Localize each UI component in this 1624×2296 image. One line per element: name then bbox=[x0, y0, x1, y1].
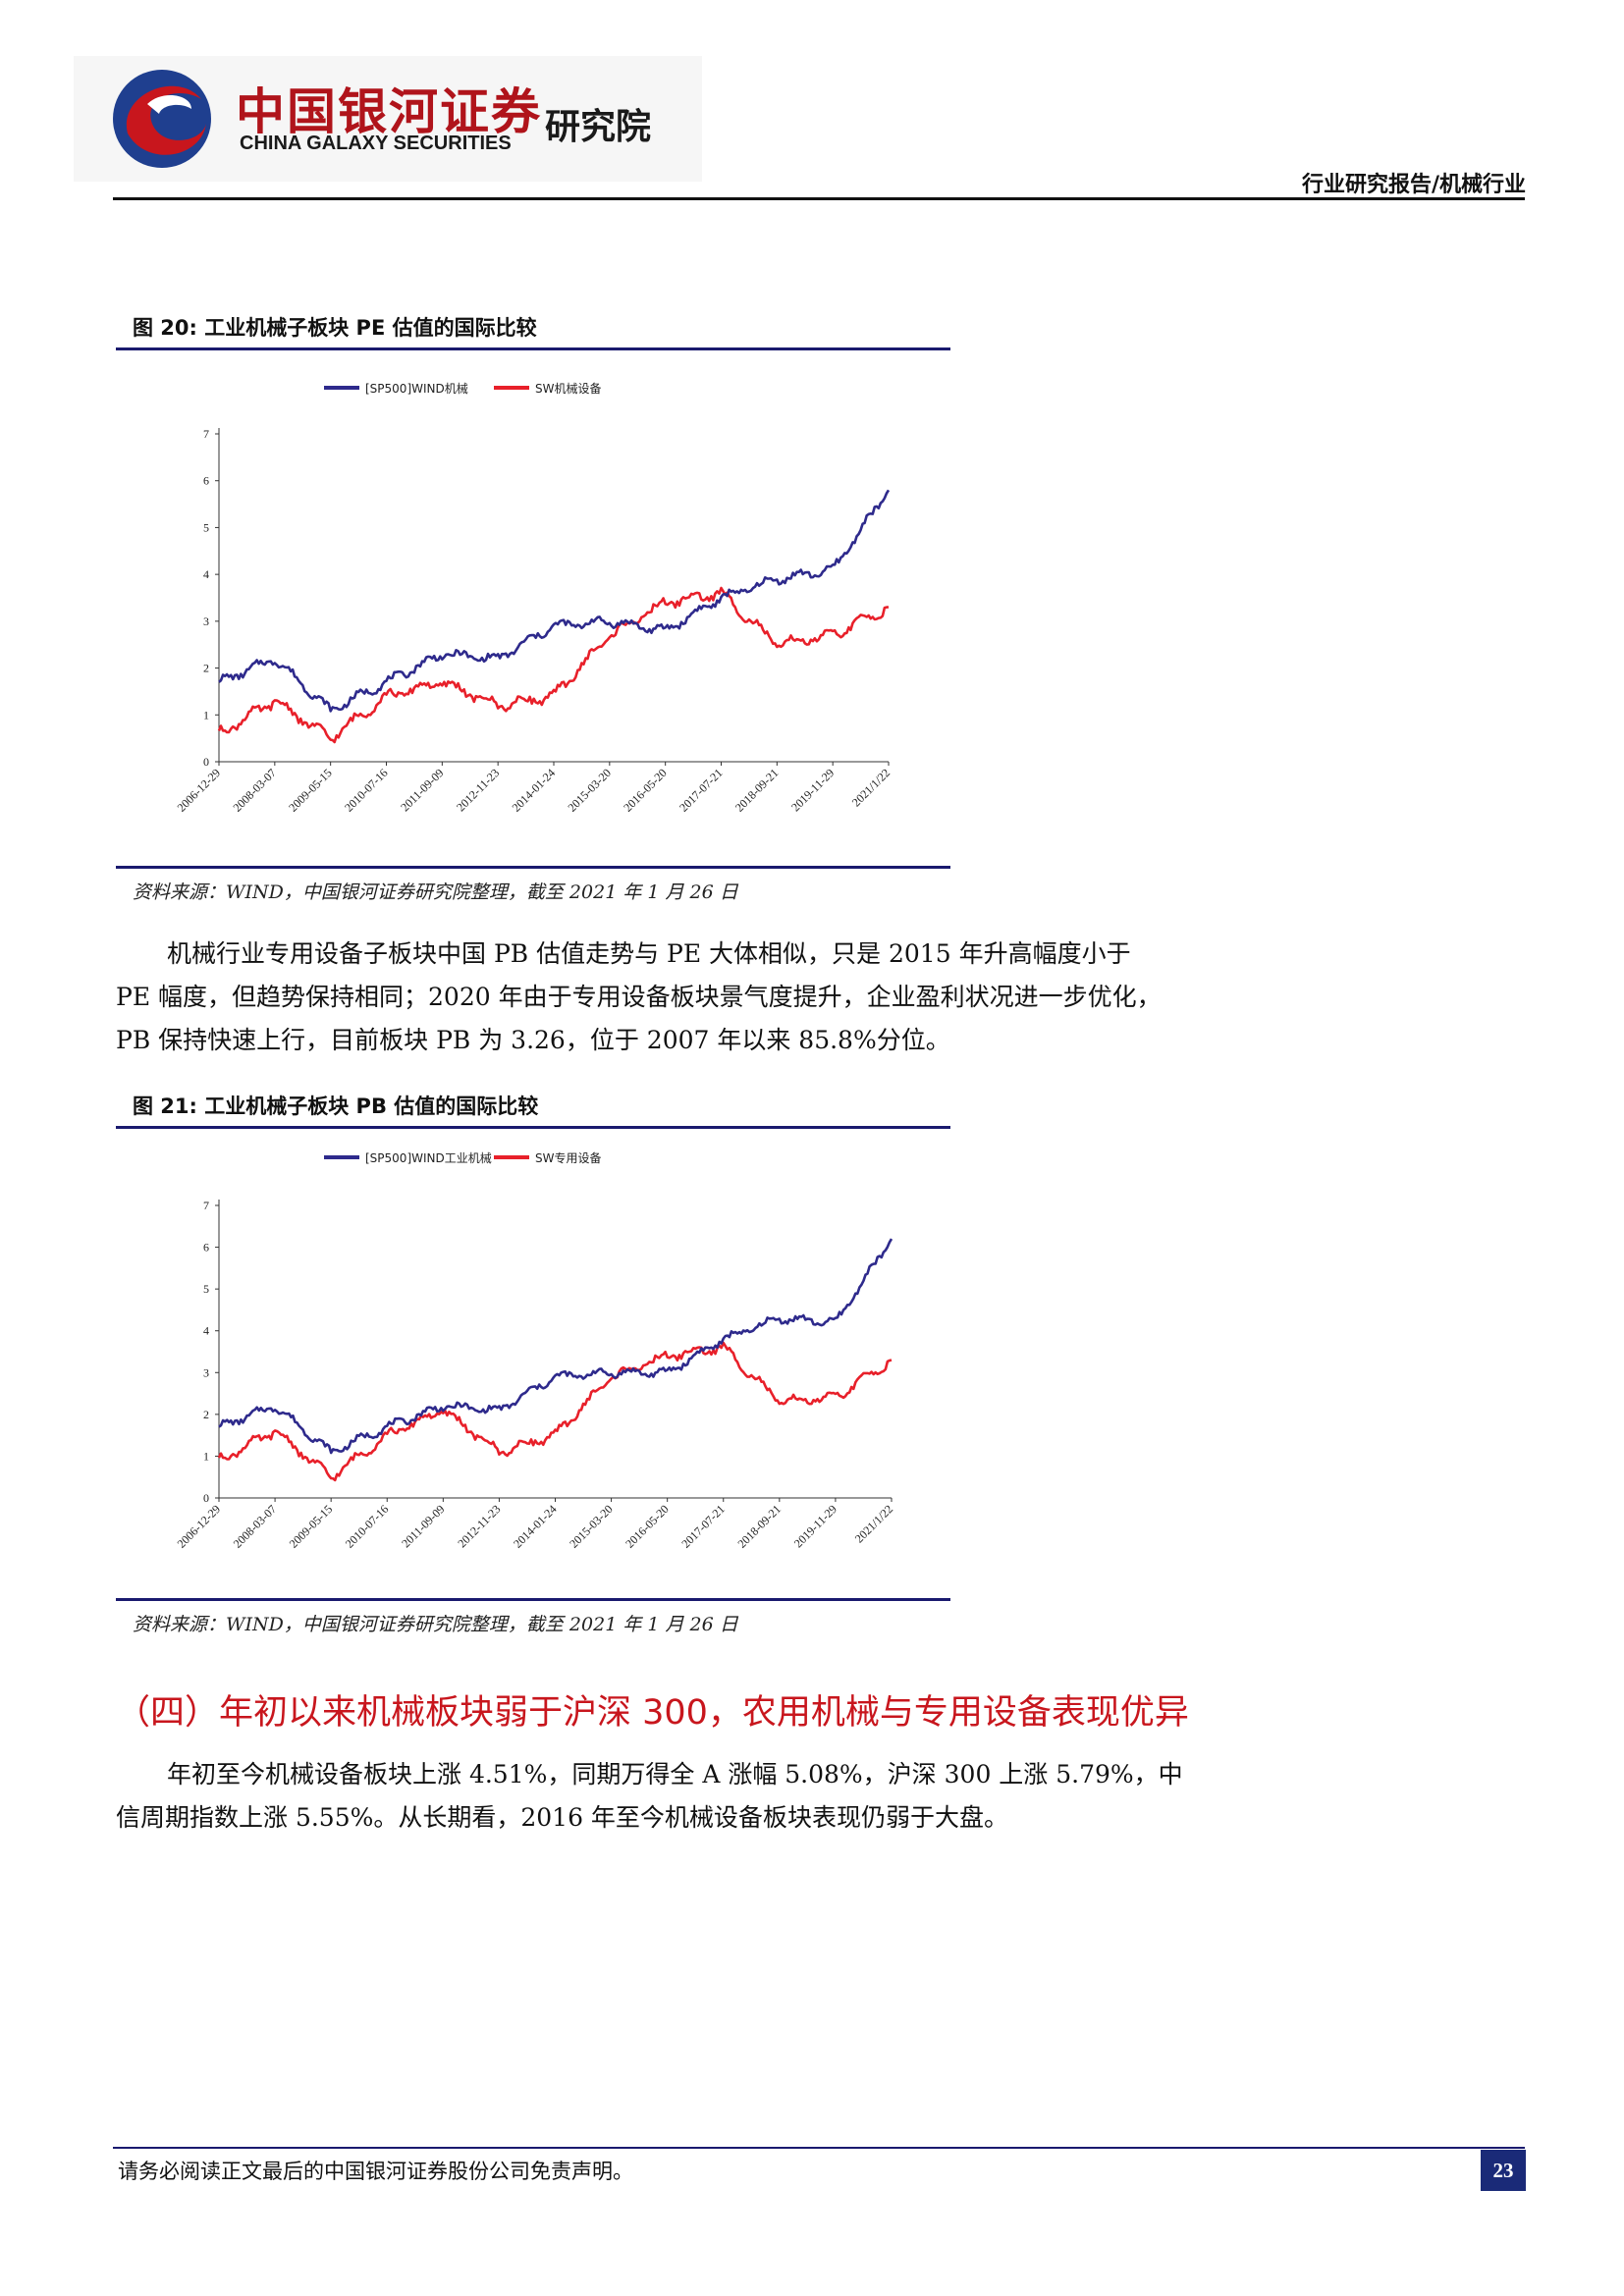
header-divider bbox=[113, 197, 1525, 200]
series-line bbox=[217, 1341, 893, 1482]
logo-chinese-name: 中国银河证券 bbox=[236, 83, 542, 140]
y-tick-label: 1 bbox=[203, 1449, 209, 1463]
y-tick-label: 4 bbox=[203, 1324, 209, 1338]
x-tick-label: 2018-09-21 bbox=[734, 1502, 783, 1550]
figure-20-top-rule bbox=[116, 347, 950, 350]
paragraph-line: 信周期指数上涨 5.55%。从长期看，2016 年至今机械设备板块表现仍弱于大盘… bbox=[116, 1803, 1008, 1832]
x-tick-label: 2019-11-29 bbox=[788, 766, 837, 814]
y-tick-label: 2 bbox=[203, 1408, 209, 1421]
x-tick-label: 2010-07-16 bbox=[342, 766, 390, 814]
x-tick-label: 2009-05-15 bbox=[287, 1502, 335, 1550]
y-tick-label: 0 bbox=[203, 755, 209, 769]
x-tick-label: 2006-12-29 bbox=[175, 1502, 223, 1550]
paragraph-line: PB 保持快速上行，目前板块 PB 为 3.26，位于 2007 年以来 85.… bbox=[116, 1026, 950, 1054]
legend-label: [SP500]WIND工业机械 bbox=[365, 1150, 492, 1165]
series-line bbox=[218, 489, 891, 713]
x-tick-label: 2017-07-21 bbox=[677, 766, 725, 814]
figure-20-bottom-rule bbox=[116, 866, 950, 869]
series-line bbox=[218, 1238, 893, 1455]
y-tick-label: 6 bbox=[203, 1241, 209, 1255]
figure-21-top-rule bbox=[116, 1126, 950, 1129]
y-tick-label: 5 bbox=[203, 520, 209, 534]
figure-20-source: 资料来源：WIND，中国银河证券研究院整理，截至 2021 年 1 月 26 日 bbox=[133, 881, 738, 903]
x-tick-label: 2015-03-20 bbox=[567, 1502, 615, 1550]
body-paragraph-pb: 机械行业专用设备子板块中国 PB 估值走势与 PE 大体相似，只是 2015 年… bbox=[116, 933, 1162, 1062]
x-tick-label: 2014-01-24 bbox=[511, 1502, 559, 1550]
x-tick-label: 2008-03-07 bbox=[231, 1502, 279, 1550]
x-tick-label: 2010-07-16 bbox=[343, 1502, 391, 1550]
x-tick-label: 2012-11-23 bbox=[454, 766, 502, 814]
figure-20-title: 图 20: 工业机械子板块 PE 估值的国际比较 bbox=[133, 316, 537, 340]
x-tick-label: 2012-11-23 bbox=[455, 1502, 503, 1550]
x-tick-label: 2021/1/22 bbox=[849, 766, 893, 809]
x-tick-label: 2011-09-09 bbox=[399, 1502, 447, 1550]
paragraph-line: PE 幅度，但趋势保持相同；2020 年由于专用设备板块景气度提升，企业盈利状况… bbox=[116, 983, 1162, 1011]
x-tick-label: 2006-12-29 bbox=[175, 766, 223, 814]
page-number: 23 bbox=[1481, 2150, 1526, 2191]
x-tick-label: 2009-05-15 bbox=[286, 766, 334, 814]
y-tick-label: 3 bbox=[203, 614, 209, 628]
legend-label: SW机械设备 bbox=[535, 381, 601, 396]
x-tick-label: 2021/1/22 bbox=[852, 1502, 895, 1545]
y-tick-label: 4 bbox=[203, 567, 209, 581]
report-type: 行业研究报告/机械行业 bbox=[1301, 173, 1526, 197]
y-tick-label: 1 bbox=[203, 708, 209, 721]
x-tick-label: 2018-09-21 bbox=[732, 766, 781, 814]
figure-21-source: 资料来源：WIND，中国银河证券研究院整理，截至 2021 年 1 月 26 日 bbox=[133, 1614, 738, 1635]
x-tick-label: 2008-03-07 bbox=[230, 766, 278, 814]
figure-21-bottom-rule bbox=[116, 1598, 950, 1601]
series-line bbox=[217, 586, 890, 744]
x-tick-label: 2015-03-20 bbox=[565, 766, 613, 814]
y-tick-label: 3 bbox=[203, 1365, 209, 1379]
x-tick-label: 2014-01-24 bbox=[510, 766, 558, 814]
y-tick-label: 0 bbox=[203, 1491, 209, 1505]
logo-institute: 研究院 bbox=[545, 107, 652, 147]
y-tick-label: 6 bbox=[203, 474, 209, 488]
legend-label: SW专用设备 bbox=[535, 1150, 601, 1165]
body-paragraph-performance: 年初至今机械设备板块上涨 4.51%，同期万得全 A 涨幅 5.08%，沪深 3… bbox=[116, 1753, 1183, 1840]
y-tick-label: 7 bbox=[203, 1199, 209, 1212]
paragraph-line: 机械行业专用设备子板块中国 PB 估值走势与 PE 大体相似，只是 2015 年… bbox=[167, 939, 1131, 968]
x-tick-label: 2019-11-29 bbox=[791, 1502, 839, 1550]
x-tick-label: 2017-07-21 bbox=[678, 1502, 727, 1550]
paragraph-line: 年初至今机械设备板块上涨 4.51%，同期万得全 A 涨幅 5.08%，沪深 3… bbox=[167, 1760, 1183, 1789]
legend-label: [SP500]WIND机械 bbox=[365, 381, 468, 396]
y-tick-label: 2 bbox=[203, 662, 209, 675]
y-tick-label: 5 bbox=[203, 1282, 209, 1296]
x-tick-label: 2016-05-20 bbox=[621, 766, 669, 814]
footer-divider bbox=[113, 2147, 1525, 2149]
galaxy-logo-icon bbox=[113, 70, 211, 168]
logo-english-name: CHINA GALAXY SECURITIES bbox=[240, 133, 512, 154]
y-tick-label: 7 bbox=[203, 427, 209, 441]
disclaimer-note: 请务必阅读正文最后的中国银河证券股份公司免责声明。 bbox=[118, 2160, 633, 2183]
x-tick-label: 2011-09-09 bbox=[398, 766, 446, 814]
figure-21-title: 图 21: 工业机械子板块 PB 估值的国际比较 bbox=[133, 1095, 539, 1118]
section-heading: （四）年初以来机械板块弱于沪深 300，农用机械与专用设备表现优异 bbox=[116, 1693, 1189, 1733]
x-tick-label: 2016-05-20 bbox=[623, 1502, 671, 1550]
